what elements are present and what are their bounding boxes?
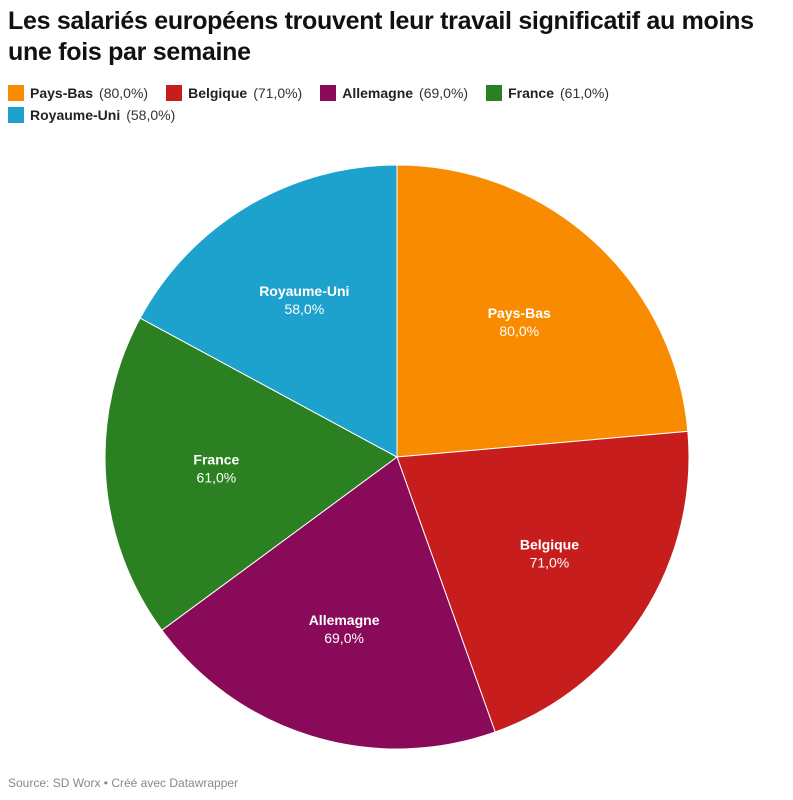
legend-item: Royaume-Uni (58,0%) (8, 106, 175, 124)
slice-value: 80,0% (499, 323, 539, 339)
slice-label: France (193, 451, 239, 467)
legend-value: (71,0%) (253, 85, 303, 101)
legend-item: Pays-Bas (80,0%) (8, 84, 148, 102)
legend-value: (80,0%) (99, 85, 149, 101)
legend-swatch (8, 107, 24, 123)
legend-label: Allemagne (342, 85, 414, 101)
legend-value: (58,0%) (126, 107, 176, 123)
slice-value: 58,0% (284, 301, 324, 317)
chart-title: Les salariés européens trouvent leur tra… (8, 7, 754, 66)
legend-value: (61,0%) (560, 85, 610, 101)
slice-label: Belgique (520, 536, 579, 552)
slice-value: 69,0% (324, 630, 364, 646)
pie-slice (396, 430, 690, 733)
slice-value: 71,0% (530, 554, 570, 570)
legend-label: Belgique (188, 85, 248, 101)
pie-slice (104, 317, 398, 631)
chart: Pays-Bas 80,0% Belgique 71,0% Allemagne 69,0%… (104, 164, 690, 750)
pie-slice (139, 164, 398, 458)
slice-label: Pays-Bas (488, 305, 551, 321)
slice-label: Royaume-Uni (259, 283, 349, 299)
legend-label: France (508, 85, 554, 101)
legend-swatch (486, 85, 503, 101)
legend-item: France (61,0%) (486, 84, 609, 102)
pie-slice (396, 164, 689, 458)
legend-swatch (8, 85, 24, 101)
legend-item: Belgique (71,0%) (166, 84, 302, 102)
legend-value: (69,0%) (419, 85, 469, 101)
legend-label: Pays-Bas (30, 85, 94, 101)
legend: Pays-Bas (80,0%) Belgique (71,0%) Allemagne (… (8, 84, 778, 124)
legend-swatch (320, 85, 337, 101)
legend-label: Royaume-Uni (30, 107, 121, 123)
slice-value: 61,0% (197, 469, 237, 485)
pie-slice (161, 456, 496, 750)
source: Source: SD Worx • Créé avec Datawrapper (8, 776, 239, 790)
legend-item: Allemagne (69,0%) (320, 84, 468, 102)
legend-swatch (166, 85, 183, 101)
slice-label: Allemagne (309, 612, 380, 628)
